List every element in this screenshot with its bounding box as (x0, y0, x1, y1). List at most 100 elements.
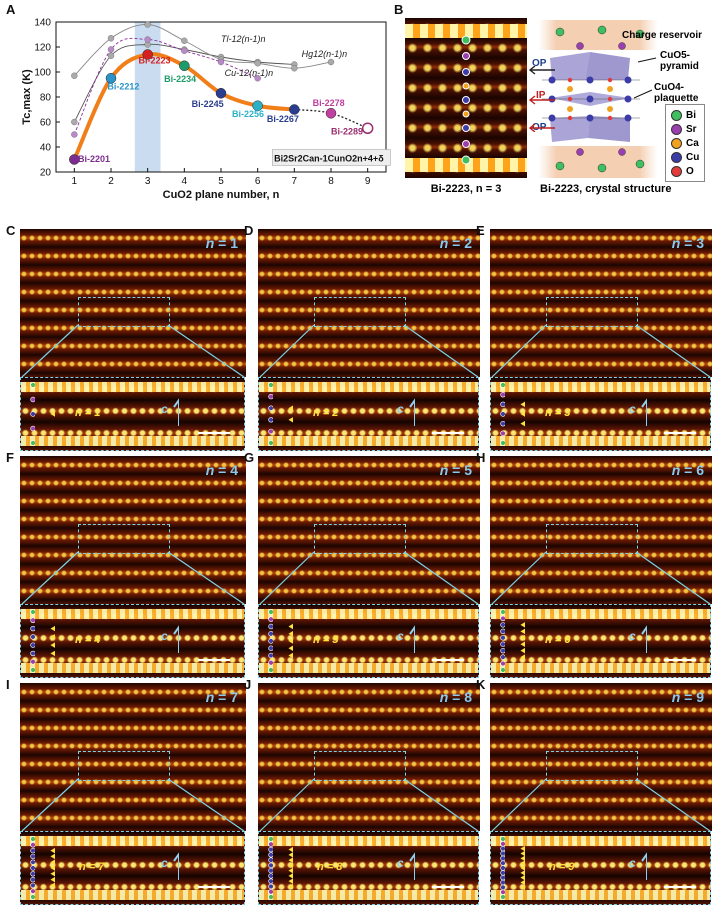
data-point (107, 46, 115, 53)
bi-point-label: Bi-2212 (107, 82, 139, 92)
scale-bar (664, 432, 696, 434)
sr-legend-label: Sr (686, 123, 697, 135)
panel-label-e: E (476, 223, 485, 238)
ip-label: IP (536, 90, 546, 101)
cu-legend-label: Cu (686, 151, 700, 163)
stem-zoom-inset: n = 4 c (20, 604, 245, 678)
y-tick-label: 80 (40, 93, 52, 104)
c-axis-label: c (397, 856, 404, 870)
zoom-n-label: n = 5 (313, 634, 339, 646)
bi-point-label: Bi-2201 (78, 154, 110, 164)
data-point (69, 154, 80, 165)
atom-column-markers (30, 836, 35, 900)
stem-zoom-inset: n = 5 c (258, 604, 479, 678)
n-value-label: n = 8 (439, 689, 472, 705)
series-name-label: Cu-12(n-1)n (225, 68, 274, 78)
zoom-connector-lines (21, 778, 245, 831)
stem-overview-image: n = 7 (20, 683, 246, 831)
panel-label-h: H (476, 450, 486, 465)
y-tick-label: 60 (40, 118, 52, 129)
bi-point-label: Bi-2256 (232, 109, 264, 119)
n-value-label: n = 6 (671, 462, 704, 478)
cuo2-plane-arrows (50, 847, 55, 889)
panel-label-j: J (244, 677, 252, 692)
c-axis-arrow (173, 625, 179, 653)
sr-legend-swatch (671, 123, 682, 135)
region-of-interest-box (314, 751, 406, 781)
panel-b-right-caption: Bi-2223, crystal structure (540, 183, 672, 195)
atom-column-markers (268, 609, 273, 673)
stem-overview-image: n = 5 (258, 456, 480, 604)
bi2223-stem-image (405, 18, 527, 178)
scale-bar (432, 432, 464, 434)
panel-label-d: D (244, 223, 254, 238)
panel-label-k: K (476, 677, 486, 692)
zoom-n-label: n = 3 (545, 407, 571, 419)
stem-overview-image: n = 2 (258, 229, 480, 377)
y-tick-label: 100 (34, 68, 51, 79)
n-value-label: n = 7 (205, 689, 238, 705)
x-axis-label: CuO2 plane number, n (163, 189, 280, 201)
data-point (291, 65, 298, 72)
cuo2-plane-arrows (520, 401, 525, 427)
stem-overview-image: n = 9 (490, 683, 712, 831)
stem-zoom-inset: n = 2 c (258, 377, 479, 451)
scale-bar (198, 886, 230, 888)
atom-column-markers (500, 382, 505, 446)
data-point (105, 73, 117, 84)
panel-label-c: C (6, 223, 16, 238)
zoom-n-label: n = 4 (75, 634, 101, 646)
x-tick-label: 7 (292, 176, 298, 187)
cuo2-plane-arrows (50, 411, 55, 417)
c-axis-arrow (409, 625, 415, 653)
data-point (325, 108, 337, 119)
c-axis-label: c (397, 629, 404, 643)
region-of-interest-box (546, 297, 638, 327)
data-point (71, 131, 78, 138)
formula-box (272, 149, 391, 166)
scale-bar (432, 659, 464, 661)
zoom-connector-lines (491, 778, 711, 831)
data-point (217, 58, 225, 66)
data-point (252, 100, 263, 111)
n-value-label: n = 9 (671, 689, 704, 705)
data-point (144, 21, 151, 28)
stem-zoom-inset: n = 7 c (20, 831, 245, 905)
panel-label-g: G (244, 450, 255, 465)
c-axis-arrow (173, 852, 179, 880)
bi-legend-label: Bi (686, 109, 696, 121)
c-axis-label: c (629, 402, 636, 416)
c-axis-label: c (629, 629, 636, 643)
x-tick-label: 3 (145, 176, 151, 187)
stem-zoom-inset: n = 3 c (490, 377, 711, 451)
series-name-label: Hg12(n-1)n (302, 49, 348, 59)
n-value-label: n = 2 (439, 235, 472, 251)
cuo2-plane-arrows (520, 845, 525, 891)
o-legend-label: O (686, 165, 694, 177)
cuo2-plane-arrows (288, 405, 293, 423)
cuo5-pyramid-label: CuO5-pyramid (660, 50, 699, 72)
region-of-interest-box (78, 751, 170, 781)
atom-column-markers (30, 382, 35, 446)
scale-bar (432, 886, 464, 888)
stem-zoom-inset: n = 1 c (20, 377, 245, 451)
x-tick-label: 8 (328, 176, 334, 187)
c-axis-arrow (641, 625, 647, 653)
stem-zoom-inset: n = 6 c (490, 604, 711, 678)
tc-vs-n-chart: 1 2 3 4 5 6 7 8 9 20 40 60 80 100 120 140 CuO2 plane num… (21, 18, 391, 201)
data-point (179, 60, 190, 71)
ca-legend-swatch (671, 137, 682, 149)
panel-label-i: I (6, 677, 10, 692)
atom-column-markers (268, 836, 273, 900)
o-legend-swatch (671, 165, 682, 177)
layer-arrows (528, 66, 555, 132)
region-of-interest-box (314, 524, 406, 554)
zoom-connector-lines (259, 778, 479, 831)
bi-point-label: Bi-2234 (164, 74, 196, 84)
data-point (254, 60, 261, 67)
formula-text: Bi2Sr2Can-1CunO2n+4+δ (274, 154, 384, 164)
data-point (254, 75, 261, 82)
zoom-n-label: n = 1 (75, 407, 101, 419)
data-point (181, 47, 188, 54)
c-axis-arrow (641, 398, 647, 426)
